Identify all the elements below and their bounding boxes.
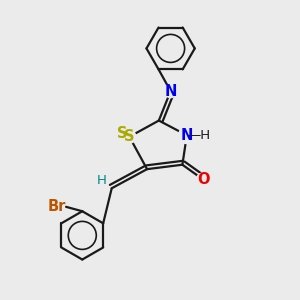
Text: —H: —H bbox=[188, 129, 211, 142]
Circle shape bbox=[123, 130, 136, 143]
Text: N: N bbox=[181, 128, 193, 143]
Text: N: N bbox=[164, 84, 177, 99]
Circle shape bbox=[178, 127, 195, 143]
Circle shape bbox=[196, 173, 209, 186]
Text: H: H bbox=[97, 174, 106, 188]
Text: Br: Br bbox=[48, 199, 66, 214]
Text: O: O bbox=[197, 172, 209, 187]
Text: S: S bbox=[124, 129, 135, 144]
Text: S: S bbox=[117, 126, 127, 141]
Circle shape bbox=[164, 85, 177, 98]
